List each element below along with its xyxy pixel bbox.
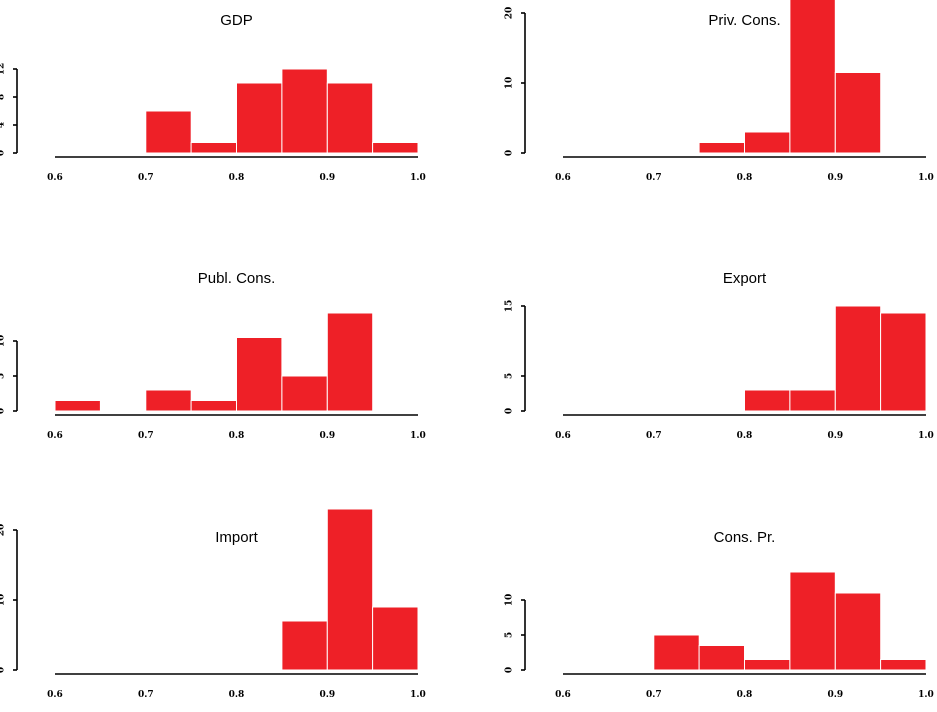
histogram-bar [190,400,238,412]
panel-title: Cons. Pr. [714,529,776,546]
panel-priv-cons: Priv. Cons. 0.6 0.7 0.8 0.9 1.0 0 10 20 [505,0,934,183]
histogram-bar [880,659,927,671]
y-tick-label: 8 [0,94,7,100]
x-tick-label: 0.6 [555,431,571,441]
histogram-bar [744,131,791,154]
x-tick-label: 0.7 [646,173,662,183]
x-tick-label: 0.8 [229,173,245,183]
y-tick-label: 0 [0,667,7,673]
y-tick-label: 10 [505,77,515,90]
histogram-bar [834,72,882,154]
x-tick-label: 1.0 [918,690,934,700]
histogram-bar [744,389,791,412]
panel-publ-cons: Publ. Cons. 0.6 0.7 0.8 0.9 1.0 0 5 10 [0,270,426,441]
x-tick-label: 0.6 [555,690,571,700]
panel-title: Priv. Cons. [708,12,780,29]
panel-title: Export [723,270,767,287]
x-tick-label: 0.8 [737,690,753,700]
histogram-bar [281,620,328,671]
y-tick-label: 5 [505,373,515,379]
y-tick-label: 20 [0,524,7,537]
x-tick-label: 0.7 [646,690,662,700]
x-tick-label: 0.9 [827,173,843,183]
x-tick-label: 0.6 [47,431,63,441]
x-tick-label: 0.7 [138,173,154,183]
histogram-bar [744,659,791,671]
histogram-bar [236,82,283,154]
histogram-bar [190,142,238,154]
x-tick-label: 0.9 [319,690,335,700]
y-tick-label: 10 [0,594,7,607]
x-tick-label: 0.9 [319,431,335,441]
x-tick-label: 0.8 [229,690,245,700]
y-tick-label: 5 [505,632,515,638]
histogram-bar [789,571,836,671]
panel-gdp: GDP 0.6 0.7 0.8 0.9 1.0 0 4 8 12 [0,12,426,183]
y-tick-label: 10 [0,335,7,348]
histogram-bar [834,305,882,412]
x-tick-label: 0.9 [827,690,843,700]
y-tick-label: 4 [0,122,7,128]
panel-title: GDP [220,12,253,29]
y-tick-label: 15 [505,300,515,313]
histogram-bar [54,400,101,412]
x-tick-label: 0.6 [555,173,571,183]
histogram-bar [372,142,419,154]
histogram-bar [698,142,745,154]
y-tick-label: 20 [505,7,515,20]
panel-title: Publ. Cons. [198,270,276,287]
panel-title: Import [215,529,258,546]
y-tick-label: 0 [505,667,515,673]
x-tick-label: 0.8 [737,173,753,183]
y-tick-label: 0 [0,150,7,156]
y-tick-label: 5 [0,373,7,379]
histogram-bar [145,110,192,154]
y-tick-label: 0 [505,408,515,414]
x-tick-label: 0.7 [646,431,662,441]
x-tick-label: 0.8 [229,431,245,441]
x-tick-label: 1.0 [410,173,426,183]
histogram-bar [236,337,283,412]
histogram-bar [372,606,419,671]
x-tick-label: 0.7 [138,431,154,441]
y-tick-label: 12 [0,63,7,76]
histogram-bar [326,312,374,412]
y-tick-label: 0 [505,150,515,156]
x-tick-label: 0.9 [319,173,335,183]
histogram-bar [653,634,700,671]
panel-cons-pr: Cons. Pr. 0.6 0.7 0.8 0.9 1.0 0 5 10 [505,529,934,700]
x-tick-label: 0.9 [827,431,843,441]
x-tick-label: 1.0 [918,173,934,183]
histogram-bar [326,508,374,671]
x-tick-label: 0.8 [737,431,753,441]
histogram-bar [880,312,927,412]
y-tick-label: 10 [505,594,515,607]
histogram-bar [789,0,836,154]
x-tick-label: 1.0 [410,690,426,700]
x-tick-label: 1.0 [410,431,426,441]
histogram-bar [145,389,192,412]
panel-import: Import 0.6 0.7 0.8 0.9 1.0 0 10 20 [0,508,426,700]
x-tick-label: 1.0 [918,431,934,441]
histogram-bar [326,82,374,154]
histogram-bar [789,389,836,412]
histogram-bar [281,375,328,412]
y-tick-label: 0 [0,408,7,414]
histogram-bar [281,68,328,154]
panel-export: Export 0.6 0.7 0.8 0.9 1.0 0 5 15 [505,270,934,441]
histogram-bar [698,645,745,671]
x-tick-label: 0.6 [47,173,63,183]
histogram-bar [834,592,882,671]
x-tick-label: 0.7 [138,690,154,700]
x-tick-label: 0.6 [47,690,63,700]
